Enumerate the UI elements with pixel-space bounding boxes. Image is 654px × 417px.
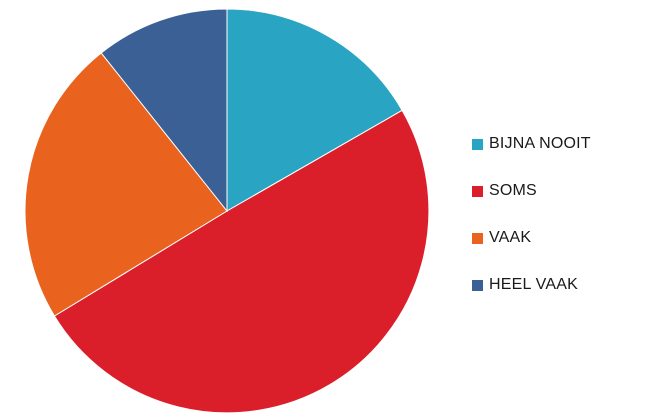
legend-label-bijna-nooit: BIJNA NOOIT <box>489 135 591 152</box>
pie-slice-soms <box>53 109 430 414</box>
legend-item-soms: SOMS <box>472 180 591 202</box>
legend-swatch-heel-vaak <box>472 279 483 291</box>
chart-legend: BIJNA NOOIT SOMS VAAK HEEL VAAK <box>472 133 591 321</box>
pie-slice-bijna-nooit <box>226 8 403 212</box>
legend-swatch-soms <box>472 185 483 197</box>
legend-item-vaak: VAAK <box>472 227 591 249</box>
legend-label-vaak: VAAK <box>489 229 532 246</box>
legend-swatch-vaak <box>472 232 483 244</box>
pie-slice-vaak <box>24 52 228 317</box>
legend-label-heel-vaak: HEEL VAAK <box>489 276 578 293</box>
legend-item-heel-vaak: HEEL VAAK <box>472 274 591 296</box>
legend-item-bijna-nooit: BIJNA NOOIT <box>472 133 591 155</box>
legend-swatch-bijna-nooit <box>472 138 483 150</box>
pie-slice-heel-vaak <box>100 8 228 213</box>
legend-label-soms: SOMS <box>489 182 537 199</box>
